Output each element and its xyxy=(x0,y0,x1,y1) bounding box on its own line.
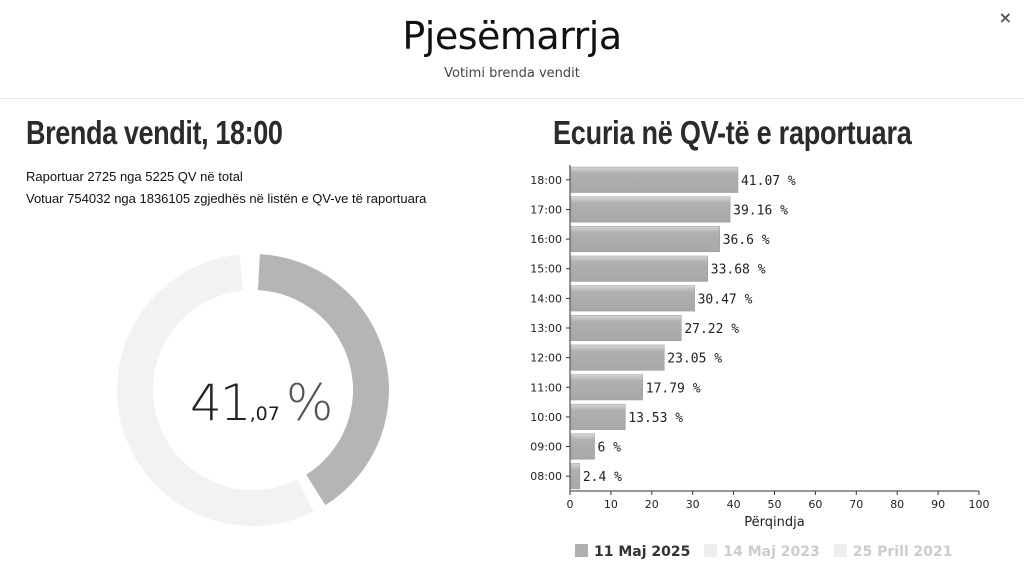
x-tick-label: 90 xyxy=(931,498,945,511)
turnout-integer: 41 xyxy=(190,374,252,432)
page-title: Pjesëmarrja xyxy=(402,14,622,58)
donut-turnout-arc[interactable] xyxy=(257,254,390,506)
legend-swatch xyxy=(704,544,718,557)
legend-label: 11 Maj 2025 xyxy=(594,544,691,560)
bar-1500[interactable] xyxy=(570,255,709,282)
reported-stations-text: Raportuar 2725 nga 5225 QV në total xyxy=(26,169,243,184)
y-tick-label: 17:00 xyxy=(530,203,562,216)
bar-0900[interactable] xyxy=(570,433,595,460)
x-tick-label: 60 xyxy=(808,498,822,511)
bar-1400[interactable] xyxy=(570,285,695,312)
legend-item-1[interactable]: 11 Maj 2025 xyxy=(575,544,690,560)
x-tick-label: 30 xyxy=(686,498,700,511)
x-tick-label: 70 xyxy=(849,498,863,511)
x-tick-label: 40 xyxy=(727,498,741,511)
x-tick-label: 0 xyxy=(567,498,574,511)
y-tick-label: 13:00 xyxy=(530,322,562,335)
turnout-percent-symbol: % xyxy=(285,374,334,432)
y-tick-label: 09:00 xyxy=(530,441,562,454)
x-tick-label: 100 xyxy=(969,498,990,511)
x-tick-label: 80 xyxy=(890,498,904,511)
x-tick-label: 50 xyxy=(768,498,782,511)
bar-1100[interactable] xyxy=(570,374,644,401)
y-tick-label: 16:00 xyxy=(530,233,562,246)
bar-data-label: 41.07 % xyxy=(741,174,796,189)
x-axis-label: Përqindja xyxy=(744,515,804,530)
y-tick-label: 15:00 xyxy=(530,263,562,276)
bar-1000[interactable] xyxy=(570,403,626,430)
bar-1300[interactable] xyxy=(570,315,682,341)
donut-remaining-arc xyxy=(117,254,314,526)
bar-data-label: 36.6 % xyxy=(723,233,770,248)
modal-header: Pjesëmarrja Votimi brenda vendit xyxy=(0,0,1024,99)
bar-data-label: 23.05 % xyxy=(667,352,722,367)
x-tick-label: 20 xyxy=(645,498,659,511)
bar-1600[interactable] xyxy=(570,226,720,253)
bar-0800[interactable] xyxy=(570,463,581,490)
y-tick-label: 14:00 xyxy=(530,292,562,305)
turnout-decimal: ,07 xyxy=(249,403,280,425)
turnout-percentage: 41,07% xyxy=(190,374,350,432)
page-subtitle: Votimi brenda vendit xyxy=(444,66,580,81)
left-panel-title: Brenda vendit, 18:00 xyxy=(26,114,283,151)
y-tick-label: 10:00 xyxy=(530,411,562,424)
bar-data-label: 2.4 % xyxy=(583,470,622,485)
chart-legend: 11 Maj 2025 14 Maj 2023 25 Prill 2021 xyxy=(575,544,967,560)
bar-data-label: 33.68 % xyxy=(711,263,766,278)
y-tick-label: 08:00 xyxy=(530,470,562,483)
legend-label: 25 Prill 2021 xyxy=(852,544,953,560)
bar-data-label: 13.53 % xyxy=(628,411,683,426)
legend-swatch xyxy=(833,544,847,557)
bar-data-label: 17.79 % xyxy=(646,381,701,396)
y-tick-label: 12:00 xyxy=(530,352,562,365)
x-tick-label: 10 xyxy=(604,498,618,511)
bar-1800[interactable] xyxy=(570,166,739,193)
bar-1700[interactable] xyxy=(570,196,731,223)
close-icon[interactable]: × xyxy=(998,8,1012,27)
bar-data-label: 6 % xyxy=(598,441,622,456)
legend-label: 14 Maj 2023 xyxy=(723,544,820,560)
voted-count-text: Votuar 754032 nga 1836105 zgjedhës në li… xyxy=(26,191,427,206)
legend-item-3[interactable]: 25 Prill 2021 xyxy=(833,544,953,560)
y-tick-label: 11:00 xyxy=(530,381,562,394)
bar-data-label: 39.16 % xyxy=(733,203,788,218)
bar-1200[interactable] xyxy=(570,344,665,371)
turnout-donut xyxy=(117,254,390,526)
legend-swatch xyxy=(575,544,588,557)
bar-data-label: 30.47 % xyxy=(698,292,753,307)
chart-title: Ecuria në QV-të e raportuara xyxy=(553,114,912,151)
y-tick-label: 18:00 xyxy=(530,174,562,187)
bar-data-label: 27.22 % xyxy=(684,322,739,337)
legend-item-2[interactable]: 14 Maj 2023 xyxy=(704,544,820,560)
